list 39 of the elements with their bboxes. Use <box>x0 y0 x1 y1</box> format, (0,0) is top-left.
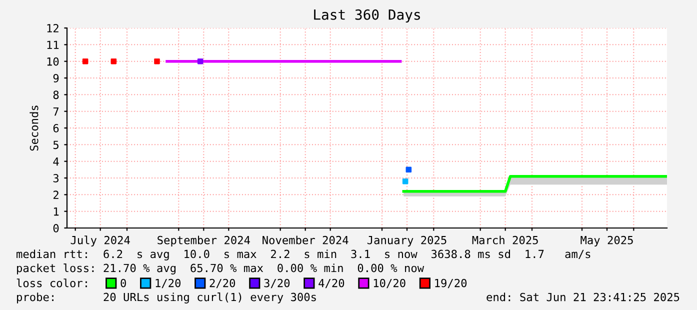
y-axis-title: Seconds <box>30 106 38 151</box>
y-tick-label: 6 <box>53 124 59 132</box>
text: median rtt: 6.2 s avg 10.0 s max 2.2 s min 3.1 s now 3638.8 ms sd 1.7 am/s <box>16 250 590 260</box>
x-tick-label: May 2025 <box>580 236 633 246</box>
x-tick-label: September 2024 <box>158 236 250 246</box>
y-tick-label: 2 <box>53 190 58 199</box>
legend-label: 4/20 <box>318 278 344 288</box>
y-tick-label: 10 <box>47 57 59 66</box>
legend-label: 0 <box>120 278 126 288</box>
y-tick-label: 0 <box>53 224 59 232</box>
y-tick-label: 1 <box>54 207 59 216</box>
y-tick-label: 11 <box>47 40 59 49</box>
y-tick-label: 12 <box>47 24 58 32</box>
text: loss color: <box>16 278 87 288</box>
point <box>154 58 160 64</box>
point <box>110 58 117 64</box>
chart-title: Last 360 Days <box>314 9 420 23</box>
legend-label: 2/20 <box>210 278 236 288</box>
x-tick-label: March 2025 <box>472 236 538 244</box>
point <box>82 58 88 64</box>
y-tick-label: 4 <box>53 157 59 166</box>
legend-label: 1/20 <box>156 278 181 288</box>
text: probe: 20 URLs using curl(1) every 300s <box>17 292 316 304</box>
x-tick-label: July 2024 <box>70 236 130 246</box>
point <box>402 178 408 184</box>
y-tick-label: 9 <box>53 74 59 82</box>
x-tick-label: January 2025 <box>367 236 446 246</box>
x-tick-label: November 2024 <box>262 236 348 244</box>
legend-label: 3/20 <box>264 278 290 288</box>
legend-label: 19/20 <box>435 278 467 288</box>
point <box>197 58 204 64</box>
y-tick-label: 5 <box>53 140 58 150</box>
text: end: Sat Jun 21 23:41:25 2025 <box>486 292 680 302</box>
y-tick-label: 8 <box>53 90 59 100</box>
point <box>406 166 412 173</box>
y-tick-label: 7 <box>53 107 59 116</box>
y-tick-label: 3 <box>53 174 59 182</box>
legend-label: 10/20 <box>374 278 406 288</box>
text: packet loss: 21.70 % avg 65.70 % max 0.00 % min 0.00 % now <box>17 264 424 274</box>
